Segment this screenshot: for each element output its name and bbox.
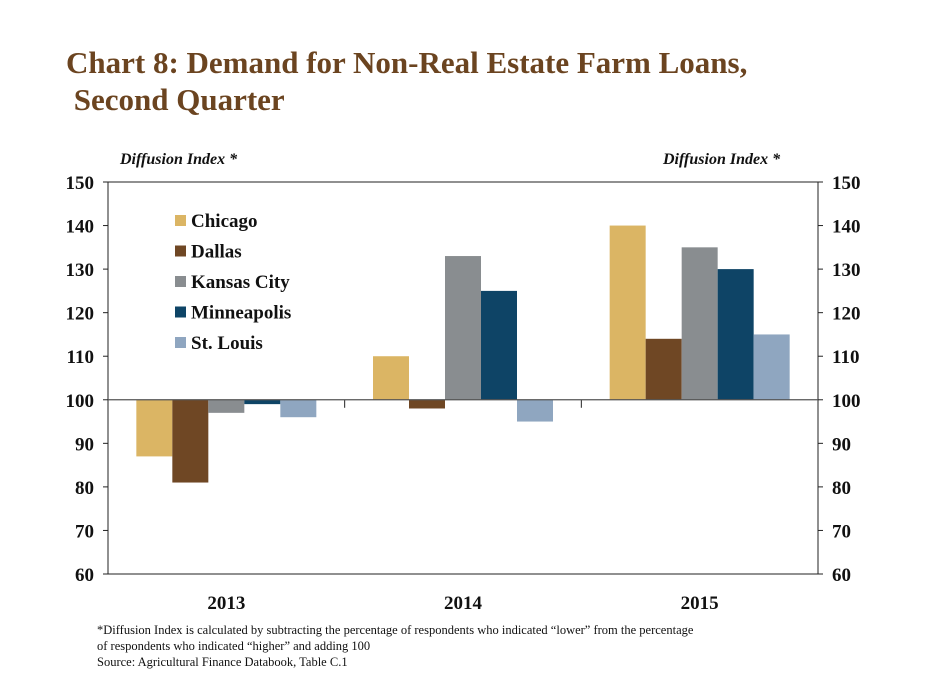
legend-swatch-minneapolis [175,306,186,318]
y-axis-label-left: Diffusion Index * [120,151,238,168]
y-tick-label-left: 130 [66,260,95,281]
y-tick-label-left: 100 [66,391,95,412]
legend-label-dallas: Dallas [191,242,242,263]
bar-minneapolis-2014 [481,290,517,400]
legend-swatch-chicago [175,215,186,226]
bar-dallas-2015 [645,338,682,400]
bar-st-louis-2015 [753,334,790,400]
legend-label-kansas-city: Kansas City [191,272,290,293]
y-tick-label-right: 140 [832,217,861,238]
bar-chicago-2014 [373,356,409,400]
y-tick-label-right: 90 [832,434,851,455]
bar-dallas-2014 [409,399,445,409]
legend-swatch-st-louis [175,337,186,348]
bar-kansas-city-2015 [681,247,718,400]
bar-kansas-city-2013 [208,399,245,413]
x-tick-label: 2014 [444,593,483,614]
y-tick-label-right: 60 [832,565,851,586]
bar-dallas-2013 [172,399,209,483]
y-tick-label-left: 120 [66,304,95,325]
legend-swatch-kansas-city [175,276,186,287]
bar-chicago-2015 [609,225,646,400]
bar-minneapolis-2013 [244,399,281,405]
y-tick-label-right: 100 [832,391,861,412]
bar-minneapolis-2015 [717,269,754,400]
y-tick-label-left: 90 [75,434,94,455]
y-tick-label-left: 110 [67,347,94,368]
bar-chicago-2013 [136,399,173,457]
bar-st-louis-2013 [280,399,317,418]
x-tick-label: 2013 [207,593,245,614]
footnote-line-2: of respondents who indicated “higher” an… [97,639,371,653]
y-tick-label-left: 80 [75,478,94,499]
legend-label-st-louis: St. Louis [191,333,263,354]
y-tick-label-left: 60 [75,565,94,586]
y-tick-label-right: 150 [832,173,861,194]
y-tick-label-left: 150 [66,173,95,194]
x-tick-label: 2015 [681,593,719,614]
y-tick-label-right: 130 [832,260,861,281]
y-axis-label-right: Diffusion Index * [663,151,781,168]
legend-label-minneapolis: Minneapolis [191,303,291,324]
legend-swatch-dallas [175,245,186,257]
bar-st-louis-2014 [517,399,553,422]
y-tick-label-right: 80 [832,478,851,499]
y-tick-label-right: 110 [832,347,859,368]
y-tick-label-right: 120 [832,304,861,325]
chart-title: Chart 8: Demand for Non-Real Estate Farm… [66,45,748,117]
source-note: Source: Agricultural Finance Databook, T… [97,655,348,669]
footnote-line-1: *Diffusion Index is calculated by subtra… [97,623,694,637]
y-tick-label-left: 70 [75,521,94,542]
bar-kansas-city-2014 [445,256,481,400]
y-tick-label-left: 140 [66,217,95,238]
legend-label-chicago: Chicago [191,211,258,232]
y-tick-label-right: 70 [832,521,851,542]
